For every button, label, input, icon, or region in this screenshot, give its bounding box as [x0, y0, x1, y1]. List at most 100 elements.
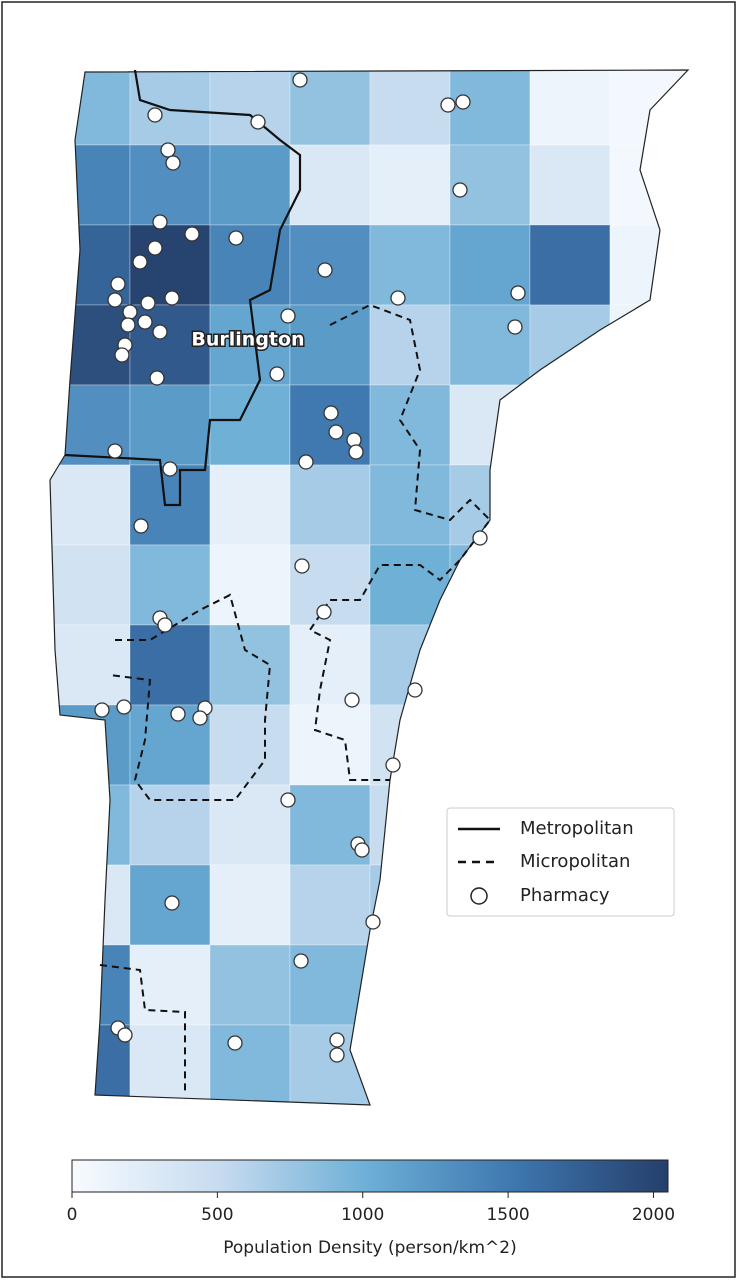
colorbar-tick-label: 1000 [341, 1205, 384, 1225]
density-cell [209, 544, 291, 626]
density-cell [449, 1024, 531, 1105]
density-cell [369, 464, 451, 546]
pharmacy [269, 366, 285, 382]
colorbar-gradient [71, 1159, 669, 1193]
pharmacy [165, 155, 181, 171]
density-cell [209, 70, 291, 146]
density-cell [369, 1024, 451, 1105]
density-cell [609, 704, 688, 786]
pharmacy [160, 142, 176, 158]
pharmacy [152, 214, 168, 230]
pharmacy [507, 319, 523, 335]
pharmacy [149, 370, 165, 386]
density-cell [529, 624, 611, 706]
density-cell [369, 944, 451, 1026]
pharmacy [280, 792, 296, 808]
legend-pharmacy-swatch [470, 887, 488, 905]
density-cell [209, 864, 291, 946]
pharmacy [407, 682, 423, 698]
density-cell [369, 864, 451, 946]
density-cell [609, 944, 688, 1026]
density-cell [609, 464, 688, 546]
density-cell [209, 624, 291, 706]
pharmacy [116, 699, 132, 715]
density-cell [50, 464, 131, 546]
pharmacy [132, 254, 148, 270]
density-cell [50, 944, 131, 1026]
pharmacy [107, 443, 123, 459]
density-cell [289, 624, 371, 706]
pharmacy [137, 314, 153, 330]
pharmacy [329, 1047, 345, 1063]
pharmacy [323, 405, 339, 421]
density-cell [609, 544, 688, 626]
density-cell [449, 384, 531, 466]
density-cell [209, 464, 291, 546]
pharmacy [147, 240, 163, 256]
colorbar-tick-label: 0 [67, 1205, 78, 1225]
state-outline [49, 69, 690, 1106]
density-cell [609, 70, 688, 146]
density-cell [209, 1024, 291, 1105]
legend-label: Pharmacy [520, 885, 610, 906]
density-cell [529, 70, 611, 146]
density-cell [50, 704, 131, 786]
density-cell [449, 144, 531, 226]
density-cell [129, 624, 211, 706]
legend-label: Metropolitan [520, 818, 634, 839]
density-cell [529, 1024, 611, 1105]
density-cell [209, 704, 291, 786]
density-cell [449, 944, 531, 1026]
pharmacy [114, 347, 130, 363]
density-cell [609, 224, 688, 306]
density-cell [609, 384, 688, 466]
density-cell [449, 304, 531, 386]
density-cell [209, 144, 291, 226]
density-cell [369, 304, 451, 386]
pharmacy [157, 617, 173, 633]
city-label: Burlington [191, 329, 304, 351]
density-cell [289, 864, 371, 946]
micropolitan-boundaries [99, 303, 492, 1095]
colorbar-label: Population Density (person/km^2) [223, 1238, 516, 1258]
density-cell [50, 544, 131, 626]
pharmacy [365, 914, 381, 930]
legend-box [446, 807, 675, 917]
pharmacy [107, 292, 123, 308]
micropolitan-boundary [109, 593, 272, 801]
density-cell [129, 784, 211, 866]
pharmacy [293, 953, 309, 969]
pharmacy [94, 702, 110, 718]
density-cell [50, 784, 131, 866]
pharmacy [250, 114, 266, 130]
legend: Metropolitan Micropolitan Pharmacy [446, 807, 675, 917]
colorbar-tick-label: 500 [201, 1205, 233, 1225]
pharmacy [385, 757, 401, 773]
density-cell [529, 304, 611, 386]
metropolitan-boundary [64, 69, 302, 507]
pharmacy [348, 444, 364, 460]
density-cell [50, 144, 131, 226]
density-cell [609, 1024, 688, 1105]
density-cell [369, 384, 451, 466]
pharmacies [94, 72, 526, 1063]
density-cell [209, 384, 291, 466]
pharmacy [455, 94, 471, 110]
pharmacy [280, 308, 296, 324]
density-cell [529, 464, 611, 546]
pharmacy [329, 1032, 345, 1048]
pharmacy [354, 842, 370, 858]
pharmacy [120, 317, 136, 333]
pharmacy [227, 1035, 243, 1051]
colorbar-tick-label: 1500 [486, 1205, 529, 1225]
density-cell [50, 70, 131, 146]
density-cell [209, 944, 291, 1026]
density-cell [129, 1024, 211, 1105]
pharmacy [133, 518, 149, 534]
density-cell [449, 704, 531, 786]
density-cell [369, 544, 451, 626]
density-cell [369, 784, 451, 866]
density-cell [369, 70, 451, 146]
density-cell [369, 224, 451, 306]
